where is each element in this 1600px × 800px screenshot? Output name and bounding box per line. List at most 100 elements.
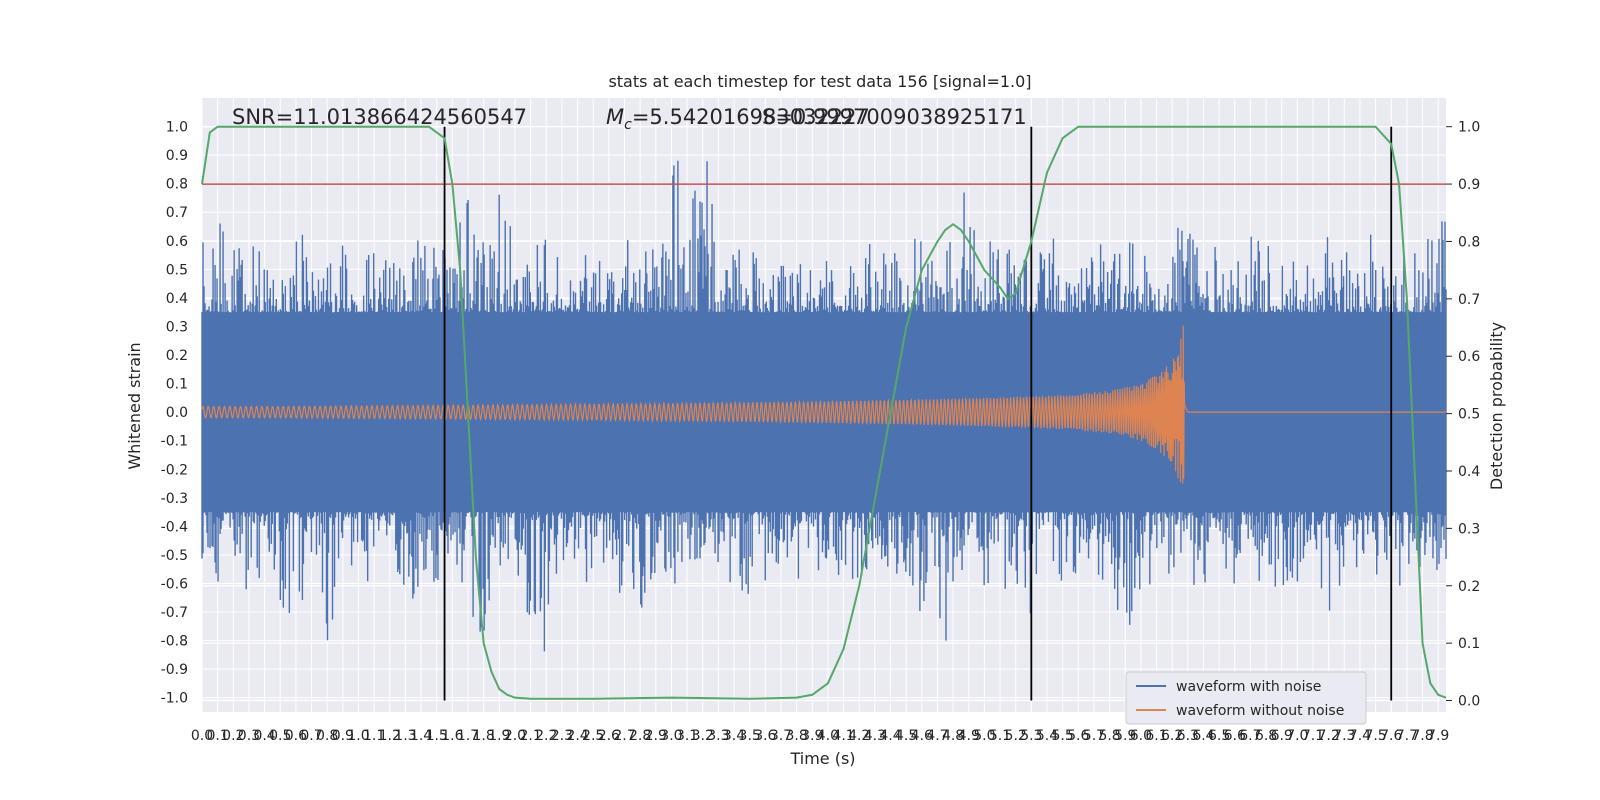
x-tick-label: 1.5 bbox=[426, 728, 448, 744]
chirp-mass-value: =5.542016983032227 bbox=[632, 105, 870, 129]
x-tick-label: 7.4 bbox=[1349, 728, 1371, 744]
x-tick-label: 6.2 bbox=[1161, 728, 1183, 744]
y-tick-label: 0.7 bbox=[166, 205, 188, 221]
x-tick-label: 5.5 bbox=[1051, 728, 1073, 744]
x-tick-label: 5.3 bbox=[1020, 728, 1042, 744]
x-tick-label: 1.1 bbox=[363, 728, 385, 744]
x-tick-label: 0.9 bbox=[332, 728, 354, 744]
y-tick-label: 0.9 bbox=[166, 148, 188, 164]
chirp-mass-symbol: M bbox=[606, 105, 624, 129]
x-tick-label: 1.4 bbox=[410, 728, 432, 744]
x-tick-label: 4.5 bbox=[895, 728, 917, 744]
x-tick-label: 6.7 bbox=[1239, 728, 1261, 744]
x-tick-label: 3.2 bbox=[692, 728, 714, 744]
y-tick-label: -1.0 bbox=[161, 691, 188, 707]
y-tick-label: 0.1 bbox=[166, 377, 188, 393]
y-tick-label: 0.8 bbox=[166, 177, 188, 193]
x-tick-label: 6.8 bbox=[1255, 728, 1277, 744]
x-tick-label: 2.8 bbox=[629, 728, 651, 744]
x-tick-label: 7.2 bbox=[1318, 728, 1340, 744]
series-clean-waveform bbox=[201, 325, 1446, 484]
y-right-tick-label: 0.9 bbox=[1458, 177, 1480, 193]
snr-annotation: SNR=11.013866424560547 bbox=[232, 105, 527, 129]
legend-label-noise: waveform with noise bbox=[1176, 679, 1321, 695]
x-tick-label: 0.6 bbox=[285, 728, 307, 744]
x-tick-label: 6.5 bbox=[1208, 728, 1230, 744]
x-tick-label: 7.3 bbox=[1333, 728, 1355, 744]
x-tick-label: 2.6 bbox=[598, 728, 620, 744]
x-tick-label: 1.2 bbox=[379, 728, 401, 744]
y-tick-label: -0.8 bbox=[161, 634, 188, 650]
x-tick-label: 3.9 bbox=[801, 728, 823, 744]
x-tick-label: 3.6 bbox=[754, 728, 776, 744]
y-tick-label: -0.6 bbox=[161, 576, 188, 592]
x-tick-label: 0.3 bbox=[238, 728, 260, 744]
x-tick-label: 0.7 bbox=[300, 728, 322, 744]
x-tick-label: 0.2 bbox=[222, 728, 244, 744]
x-tick-label: 4.9 bbox=[958, 728, 980, 744]
x-tick-label: 5.8 bbox=[1098, 728, 1120, 744]
y-tick-label: 0.6 bbox=[166, 234, 188, 250]
y-right-tick-label: 0.4 bbox=[1458, 464, 1480, 480]
x-tick-label: 5.1 bbox=[989, 728, 1011, 744]
y-right-tick-label: 0.8 bbox=[1458, 234, 1480, 250]
x-tick-label: 0.0 bbox=[191, 728, 213, 744]
x-tick-label: 1.3 bbox=[394, 728, 416, 744]
x-tick-label: 7.7 bbox=[1396, 728, 1418, 744]
x-tick-label: 1.7 bbox=[457, 728, 479, 744]
y-tick-label: -0.7 bbox=[161, 605, 188, 621]
x-tick-label: 2.0 bbox=[504, 728, 526, 744]
y-tick-label: 0.0 bbox=[166, 405, 188, 421]
x-tick-label: 3.4 bbox=[723, 728, 745, 744]
y-tick-label: -0.3 bbox=[161, 491, 188, 507]
x-tick-label: 3.5 bbox=[739, 728, 761, 744]
x-tick-label: 1.8 bbox=[473, 728, 495, 744]
y-tick-label: -0.5 bbox=[161, 548, 188, 564]
y-tick-label: 1.0 bbox=[166, 120, 188, 136]
y-right-tick-label: 0.3 bbox=[1458, 521, 1480, 537]
y-tick-label: 0.2 bbox=[166, 348, 188, 364]
x-tick-label: 6.0 bbox=[1130, 728, 1152, 744]
y-right-tick-label: 0.0 bbox=[1458, 694, 1480, 710]
x-tick-label: 4.2 bbox=[848, 728, 870, 744]
x-tick-label: 0.5 bbox=[269, 728, 291, 744]
legend-box bbox=[1125, 671, 1367, 725]
x-tick-label: 6.3 bbox=[1177, 728, 1199, 744]
y-right-tick-label: 0.5 bbox=[1458, 407, 1480, 423]
x-tick-label: 2.4 bbox=[566, 728, 588, 744]
x-tick-label: 6.1 bbox=[1145, 728, 1167, 744]
y-tick-label: -0.1 bbox=[161, 434, 188, 450]
chirp-mass-subscript: c bbox=[624, 117, 632, 133]
x-tick-label: 4.7 bbox=[926, 728, 948, 744]
x-tick-label: 2.7 bbox=[613, 728, 635, 744]
x-tick-label: 5.4 bbox=[1036, 728, 1058, 744]
x-tick-label: 3.3 bbox=[707, 728, 729, 744]
x-tick-label: 1.9 bbox=[488, 728, 510, 744]
x-tick-label: 4.0 bbox=[817, 728, 839, 744]
x-tick-label: 0.8 bbox=[316, 728, 338, 744]
x-tick-label: 5.6 bbox=[1067, 728, 1089, 744]
y-right-tick-label: 1.0 bbox=[1458, 120, 1480, 136]
x-tick-label: 5.9 bbox=[1114, 728, 1136, 744]
y-right-tick-label: 0.1 bbox=[1458, 636, 1480, 652]
x-tick-label: 2.3 bbox=[551, 728, 573, 744]
x-tick-label: 1.6 bbox=[441, 728, 463, 744]
x-tick-label: 4.8 bbox=[942, 728, 964, 744]
chirp-mass-annotation: Mc=5.542016983032227 bbox=[606, 105, 870, 133]
y-axis-label: Whitened strain bbox=[125, 342, 144, 469]
x-tick-label: 3.1 bbox=[676, 728, 698, 744]
x-tick-label: 2.1 bbox=[519, 728, 541, 744]
y-tick-label: 0.3 bbox=[166, 319, 188, 335]
x-tick-label: 5.2 bbox=[1005, 728, 1027, 744]
y-tick-label: 0.5 bbox=[166, 262, 188, 278]
x-tick-label: 0.1 bbox=[207, 728, 229, 744]
x-tick-label: 7.8 bbox=[1411, 728, 1433, 744]
chart-title: stats at each timestep for test data 156… bbox=[608, 72, 1031, 91]
x-tick-label: 6.4 bbox=[1192, 728, 1214, 744]
x-tick-label: 4.6 bbox=[911, 728, 933, 744]
y-tick-label: -0.2 bbox=[161, 462, 188, 478]
y-right-tick-label: 0.7 bbox=[1458, 292, 1480, 308]
legend-label-clean: waveform without noise bbox=[1176, 703, 1344, 719]
y-tick-label: 0.4 bbox=[166, 291, 188, 307]
